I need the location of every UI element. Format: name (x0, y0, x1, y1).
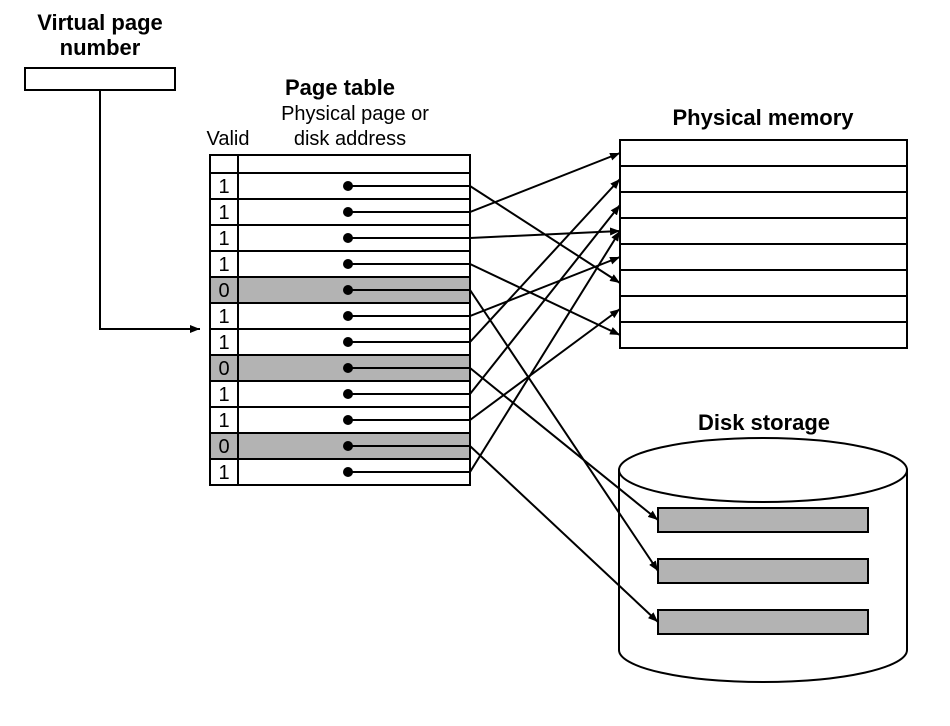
vpn-heading-2: number (60, 35, 141, 60)
page-table (210, 155, 470, 485)
arrow-to-memory (348, 179, 620, 342)
disk-slot (658, 610, 868, 634)
arrow-to-memory (348, 231, 620, 238)
page-table-sub1: Physical page or (281, 103, 429, 125)
valid-bit: 1 (218, 410, 229, 432)
vpn-box (25, 68, 175, 90)
valid-bit: 1 (218, 254, 229, 276)
valid-bit: 1 (218, 228, 229, 250)
valid-bit: 1 (218, 332, 229, 354)
valid-bit: 0 (218, 358, 229, 380)
valid-bit: 1 (218, 462, 229, 484)
disk-slot (658, 559, 868, 583)
disk-storage (619, 438, 907, 682)
disk-heading: Disk storage (698, 410, 830, 435)
valid-bit: 0 (218, 436, 229, 458)
valid-bit: 1 (218, 176, 229, 198)
arrow-to-memory (348, 186, 620, 283)
vpn-heading-1: Virtual page (37, 10, 163, 35)
page-table-sub2: disk address (294, 128, 406, 150)
phys-mem-heading: Physical memory (673, 105, 855, 130)
valid-label: Valid (207, 128, 250, 150)
valid-bit: 0 (218, 280, 229, 302)
valid-bit: 1 (218, 384, 229, 406)
physical-memory (620, 140, 907, 348)
valid-bit: 1 (218, 202, 229, 224)
arrow-to-disk (348, 290, 658, 571)
disk-slot (658, 508, 868, 532)
page-table-heading: Page table (285, 75, 395, 100)
valid-bit: 1 (218, 306, 229, 328)
vpn-pointer (100, 90, 200, 329)
arrow-to-memory (348, 153, 620, 212)
